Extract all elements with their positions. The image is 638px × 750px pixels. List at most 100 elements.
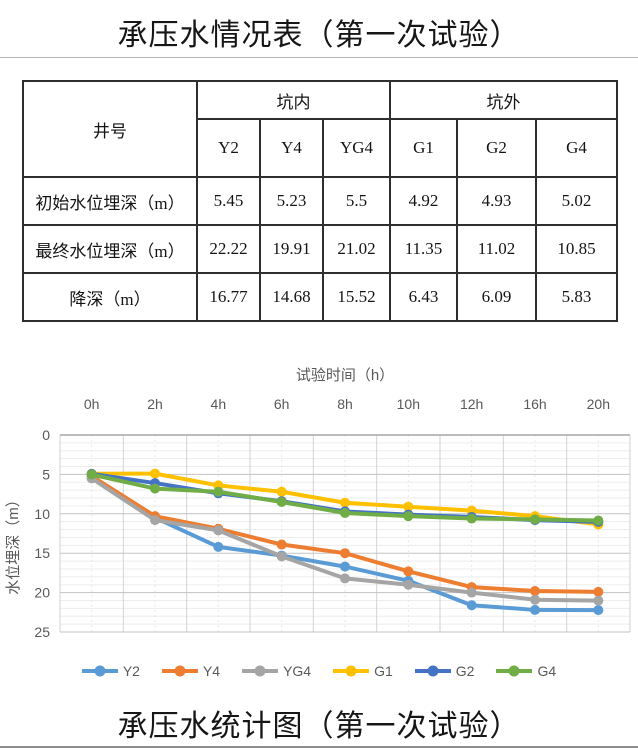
table-cell: 19.91 (259, 224, 324, 274)
legend-marker-icon (496, 665, 533, 677)
table-cell: 5.23 (259, 176, 324, 226)
chart-legend: Y2 Y4 YG4 G1 G2 G4 (0, 658, 638, 684)
table-cell: 6.43 (389, 272, 458, 322)
x-axis-tick-label: 12h (460, 396, 483, 412)
legend-marker-icon (161, 665, 198, 677)
legend-marker-icon (414, 665, 451, 677)
y-axis-tick-label: 25 (34, 624, 50, 640)
data-point-G4 (276, 496, 287, 507)
bottom-divider (0, 746, 638, 748)
table-well-header: G2 (456, 118, 537, 178)
data-point-G1 (340, 497, 350, 508)
data-point-G4 (340, 508, 350, 519)
legend-marker-icon (242, 665, 279, 677)
data-point-Y4 (530, 586, 540, 597)
page-title-top: 承压水情况表（第一次试验） (117, 19, 521, 52)
table-cell: 5.45 (196, 176, 261, 226)
data-point-G4 (86, 469, 97, 480)
y-axis-tick-label: 15 (34, 545, 50, 561)
data-point-G4 (213, 486, 224, 497)
data-point-YG4 (403, 579, 414, 590)
table-row-drawdown: 降深（m） 16.77 14.68 15.52 6.43 6.09 5.83 (22, 272, 618, 322)
legend-label: YG4 (283, 663, 312, 679)
table-cell: 4.93 (456, 176, 537, 226)
table-cell: 14.68 (259, 272, 324, 322)
data-point-G1 (276, 486, 287, 497)
data-point-G1 (403, 501, 414, 512)
data-point-YG4 (593, 595, 604, 606)
data-point-YG4 (466, 587, 477, 598)
table-row-label: 初始水位埋深（m） (22, 176, 198, 226)
table-cell: 5.02 (535, 176, 618, 226)
chart-canvas: 0 5 10 15 20 25 0h 2h 4h 6h 8h 10h 12h 16h 20h 试验时间（h） 水… (5, 367, 631, 640)
table-cell: 21.02 (322, 224, 391, 274)
table-corner-header: 井号 (22, 80, 198, 178)
data-point-YG4 (530, 594, 540, 605)
legend-label: G2 (455, 663, 475, 679)
legend-item-Y2: Y2 (81, 663, 140, 679)
x-axis-tick-label: 2h (147, 396, 163, 412)
data-point-YG4 (150, 515, 160, 526)
x-axis-tick-label: 0h (84, 396, 100, 412)
legend-marker-icon (81, 665, 118, 677)
data-point-Y2 (466, 600, 477, 611)
table-cell: 16.77 (196, 272, 261, 322)
data-point-YG4 (213, 525, 224, 536)
table-row-label: 最终水位埋深（m） (22, 224, 198, 274)
table-cell: 5.5 (322, 176, 391, 226)
data-point-G4 (530, 514, 540, 525)
data-point-Y4 (403, 566, 414, 577)
table-cell: 5.83 (535, 272, 618, 322)
table-cell: 22.22 (196, 224, 261, 274)
data-point-G1 (150, 468, 160, 479)
legend-label: G1 (374, 663, 393, 679)
y-axis-tick-label: 10 (34, 506, 50, 522)
table-well-header: Y4 (259, 118, 324, 178)
x-axis-tick-label: 4h (211, 396, 227, 412)
data-point-YG4 (276, 551, 287, 562)
x-axis-tick-label: 6h (274, 396, 290, 412)
table-row-initial-depth: 初始水位埋深（m） 5.45 5.23 5.5 4.92 4.93 5.02 (22, 176, 618, 226)
data-point-Y4 (340, 548, 350, 559)
x-axis-tick-label: 8h (337, 396, 353, 412)
legend-label: Y4 (202, 663, 221, 679)
data-point-Y2 (340, 561, 350, 572)
data-point-Y4 (593, 586, 604, 597)
data-point-Y2 (213, 541, 224, 552)
legend-label: Y2 (122, 663, 140, 679)
x-axis-tick-label: 10h (397, 396, 420, 412)
data-point-Y2 (530, 604, 540, 615)
data-point-G4 (466, 513, 477, 524)
legend-item-Y4: Y4 (161, 663, 221, 679)
water-level-summary-table: 井号 坑内 坑外 Y2 Y4 YG4 G1 G2 G4 初始水位埋深（m） 5.… (22, 80, 618, 322)
chart-x-axis-title: 试验时间（h） (296, 367, 394, 384)
data-point-G4 (150, 483, 160, 494)
data-point-Y4 (276, 539, 287, 550)
table-cell: 10.85 (535, 224, 618, 274)
table-cell: 11.35 (389, 224, 458, 274)
legend-item-YG4: YG4 (242, 663, 311, 679)
y-axis-tick-label: 5 (42, 466, 50, 482)
legend-item-G2: G2 (414, 663, 475, 679)
legend-label: G4 (537, 663, 557, 679)
legend-marker-icon (333, 665, 370, 677)
table-cell: 15.52 (322, 272, 391, 322)
y-axis-tick-label: 0 (42, 427, 50, 443)
table-well-header: G4 (535, 118, 618, 178)
top-divider (0, 57, 638, 58)
data-point-YG4 (340, 573, 350, 584)
table-well-header: G1 (389, 118, 458, 178)
x-axis-tick-label: 16h (523, 396, 546, 412)
y-axis-tick-label: 20 (34, 585, 50, 601)
data-point-G4 (593, 515, 604, 526)
table-group-header-outside-pit: 坑外 (389, 80, 618, 120)
x-axis-tick-label: 20h (587, 396, 610, 412)
water-level-line-chart: 0 5 10 15 20 25 0h 2h 4h 6h 8h 10h 12h 16h 20h 试验时间（h） 水… (0, 352, 638, 652)
table-cell: 6.09 (456, 272, 537, 322)
data-point-Y2 (593, 605, 604, 616)
chart-y-axis-title: 水位埋深（m） (5, 492, 22, 595)
table-cell: 4.92 (389, 176, 458, 226)
page-title-bottom: 承压水统计图（第一次试验） (117, 710, 521, 743)
table-row-final-depth: 最终水位埋深（m） 22.22 19.91 21.02 11.35 11.02 … (22, 224, 618, 274)
table-well-header: YG4 (322, 118, 391, 178)
